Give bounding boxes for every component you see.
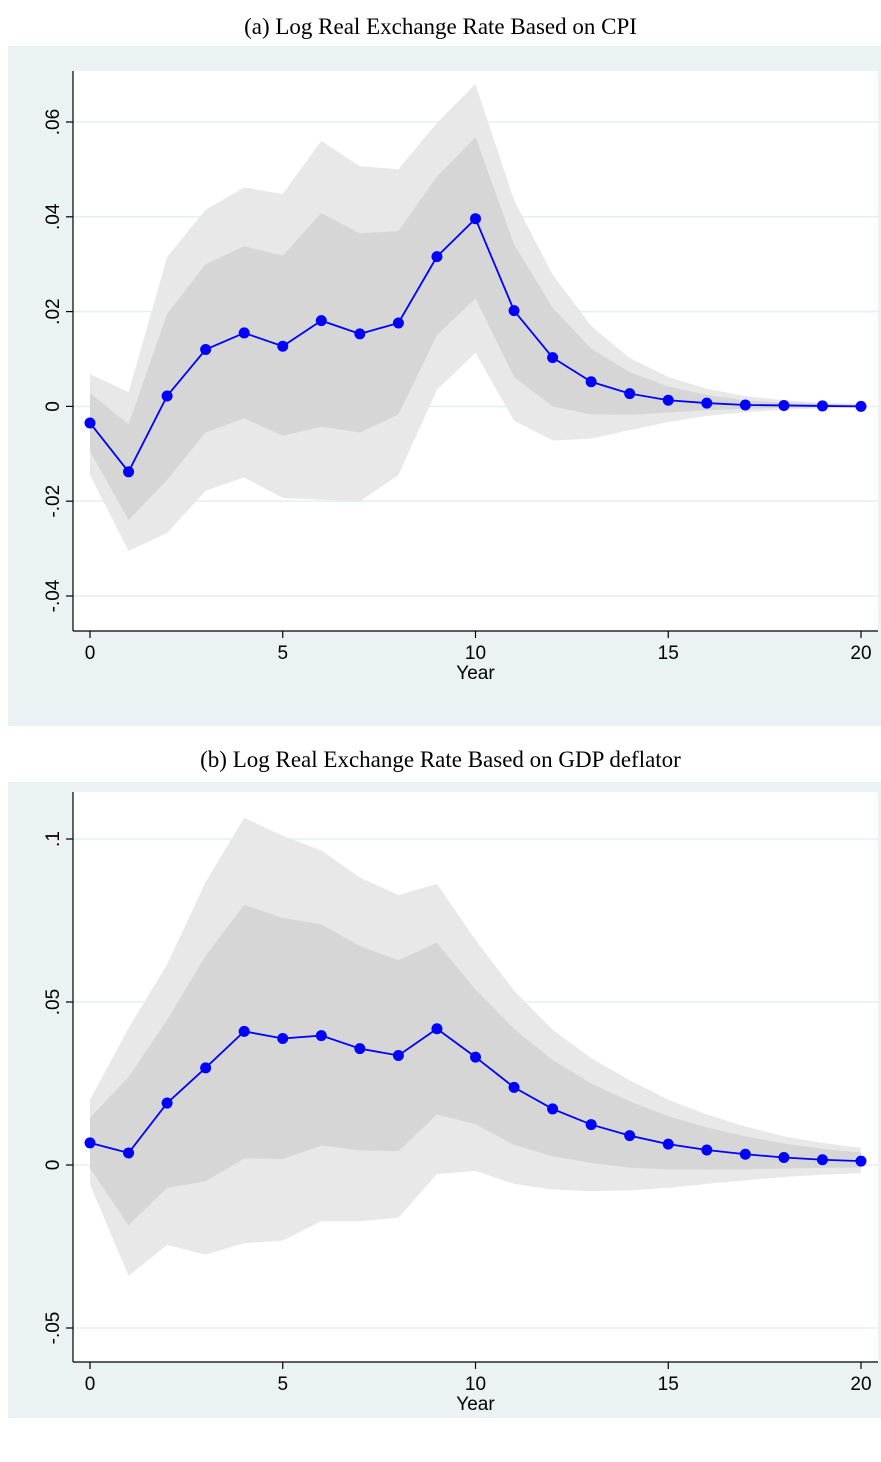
chart-b: -.05 0 .05 .1 0 5 10 15 20 Year xyxy=(8,782,881,1418)
x-axis-title: Year xyxy=(456,663,495,684)
data-point xyxy=(547,1103,559,1115)
x-axis-title: Year xyxy=(456,1394,495,1415)
y-tick-label: 0 xyxy=(43,1160,64,1171)
chart-a: -.04 -.02 0 .02 .04 .06 0 5 10 15 20 Year xyxy=(8,46,881,726)
confidence-band-inner xyxy=(90,137,861,521)
x-tick-label: 10 xyxy=(465,1374,486,1395)
data-point xyxy=(200,1062,212,1074)
data-point xyxy=(84,417,96,429)
data-point xyxy=(701,1144,713,1156)
data-point xyxy=(701,397,713,409)
data-point xyxy=(624,1130,636,1142)
x-tick-label: 20 xyxy=(850,643,871,664)
chart-title-b: (b) Log Real Exchange Rate Based on GDP … xyxy=(200,747,681,772)
data-point xyxy=(778,1152,790,1164)
data-point xyxy=(431,251,443,263)
data-point xyxy=(816,400,828,412)
x-tick-label: 15 xyxy=(658,643,679,664)
y-tick-label: .05 xyxy=(43,989,64,1015)
data-point xyxy=(508,305,520,317)
x-tick-label: 0 xyxy=(85,1374,96,1395)
y-tick-label: .04 xyxy=(43,203,64,230)
data-point xyxy=(392,1049,404,1061)
data-point xyxy=(123,1147,135,1159)
data-point xyxy=(739,399,751,411)
data-point xyxy=(277,340,289,352)
data-point xyxy=(662,1138,674,1150)
data-point xyxy=(470,1051,481,1063)
data-point xyxy=(470,213,481,225)
data-point xyxy=(392,317,404,329)
chart-panel-a: -.04 -.02 0 .02 .04 .06 0 5 10 15 20 Year xyxy=(8,46,881,726)
data-point xyxy=(161,1097,173,1109)
y-tick-label: .06 xyxy=(43,109,64,135)
data-point xyxy=(277,1033,289,1045)
data-point xyxy=(238,327,250,339)
y-tick-label: -.02 xyxy=(43,485,64,518)
data-point xyxy=(200,344,212,356)
data-point xyxy=(508,1081,520,1093)
data-point xyxy=(315,315,327,327)
x-tick-label: 5 xyxy=(277,1374,288,1395)
y-tick-label: 0 xyxy=(43,401,64,412)
data-point xyxy=(354,328,366,340)
data-point xyxy=(778,399,790,411)
data-point xyxy=(855,400,867,412)
data-point xyxy=(662,394,674,406)
chart-title-a: (a) Log Real Exchange Rate Based on CPI xyxy=(244,14,637,39)
y-tick-label: .02 xyxy=(43,298,64,324)
data-point xyxy=(739,1148,751,1160)
data-point xyxy=(238,1025,250,1037)
data-point xyxy=(123,466,135,478)
data-point xyxy=(431,1023,443,1035)
data-point xyxy=(816,1154,828,1166)
data-point xyxy=(315,1030,327,1042)
y-tick-label: -.05 xyxy=(43,1312,64,1345)
data-point xyxy=(585,1119,597,1131)
data-point xyxy=(161,390,173,402)
y-tick-label: -.04 xyxy=(43,579,64,612)
x-tick-label: 15 xyxy=(658,1374,679,1395)
data-point xyxy=(354,1043,366,1055)
y-tick-label: .1 xyxy=(43,831,64,847)
x-tick-label: 0 xyxy=(85,643,96,664)
data-point xyxy=(855,1155,867,1167)
data-point xyxy=(624,388,636,400)
x-tick-label: 10 xyxy=(465,643,486,664)
data-point xyxy=(585,376,597,388)
data-point xyxy=(547,352,559,364)
x-tick-label: 5 xyxy=(277,643,288,664)
x-tick-label: 20 xyxy=(850,1374,871,1395)
data-point xyxy=(84,1137,96,1149)
chart-panel-b: -.05 0 .05 .1 0 5 10 15 20 Year xyxy=(8,782,881,1462)
